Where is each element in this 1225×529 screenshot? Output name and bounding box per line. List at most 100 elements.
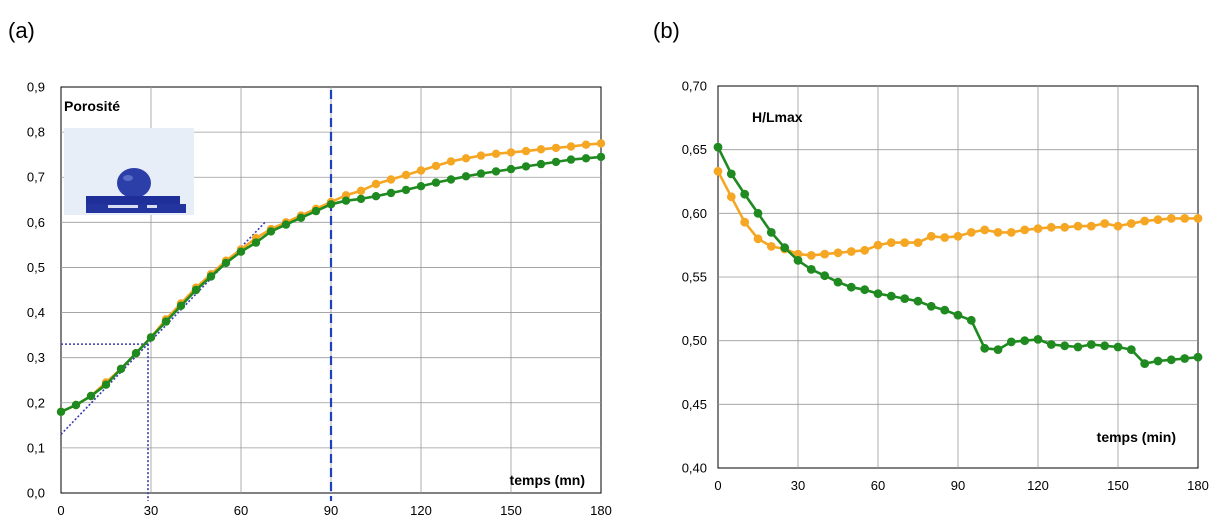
chart-porosite: (a) 0,0 0,1 0,2 0,3 0,4 0,5 0,6 0,7 0,8 0,9 0 30 60… [8, 18, 612, 518]
x-tick-label: 60 [234, 503, 248, 518]
data-point-green [1153, 356, 1163, 366]
x-tick-label: 0 [57, 503, 64, 518]
data-point-orange [476, 151, 486, 160]
data-point-green [296, 213, 306, 222]
data-point-green [176, 301, 186, 310]
y-axis-ticks-b: 0,40 0,45 0,50 0,55 0,60 0,65 0,70 [682, 79, 707, 476]
data-point-orange [431, 161, 441, 171]
data-point-orange [873, 240, 883, 250]
series-group-a [56, 139, 606, 416]
data-point-orange [953, 231, 963, 241]
y-tick-label: 0,3 [27, 350, 45, 365]
chart-h-lmax: (b) 0,40 0,45 0,50 0,55 0,60 0,65 0,70 0 30 60 90… [653, 18, 1209, 493]
x-tick-label: 60 [871, 478, 885, 493]
data-point-green [551, 157, 561, 167]
x-axis-label-a: temps (mn) [510, 472, 585, 488]
data-point-green [860, 285, 870, 295]
data-point-green [416, 182, 426, 191]
data-point-green [926, 301, 936, 311]
x-tick-label: 120 [1027, 478, 1049, 493]
data-point-green [1033, 335, 1043, 344]
y-axis-ticks-a: 0,0 0,1 0,2 0,3 0,4 0,5 0,6 0,7 0,8 0,9 [27, 80, 45, 501]
data-point-green [56, 407, 66, 416]
data-point-green [940, 305, 950, 315]
data-point-green [1060, 341, 1070, 351]
data-point-orange [356, 186, 366, 195]
data-point-green [1166, 355, 1176, 365]
data-point-green [846, 282, 856, 292]
data-point-green [1046, 340, 1056, 349]
data-point-green [1086, 340, 1096, 349]
data-point-orange [416, 166, 426, 175]
data-point-orange [753, 234, 763, 244]
data-point-green [206, 272, 216, 281]
data-point-green [506, 164, 516, 174]
data-point-green [536, 159, 546, 169]
data-point-green [780, 243, 790, 253]
data-point-orange [446, 157, 456, 166]
y-tick-label: 0,70 [682, 79, 707, 94]
data-point-orange [1073, 221, 1083, 231]
data-point-green [953, 310, 963, 320]
panel-label-a: (a) [8, 18, 35, 43]
gridlines-b [718, 86, 1198, 468]
x-axis-label-b: temps (min) [1097, 429, 1176, 445]
y-tick-label: 0,40 [682, 461, 707, 476]
y-tick-label: 0,6 [27, 215, 45, 230]
data-point-green [311, 206, 321, 216]
data-point-orange [806, 251, 816, 260]
data-point-green [221, 258, 231, 268]
y-tick-label: 0,2 [27, 395, 45, 410]
data-point-green [913, 296, 923, 306]
data-point-orange [581, 140, 591, 149]
data-point-orange [536, 145, 546, 154]
data-point-orange [886, 238, 896, 248]
data-point-green [713, 142, 723, 152]
data-point-orange [926, 231, 936, 241]
x-tick-label: 90 [951, 478, 965, 493]
data-point-orange [401, 170, 411, 180]
data-point-green [101, 380, 111, 389]
data-point-green [886, 291, 896, 301]
data-point-orange [461, 154, 471, 163]
data-point-orange [966, 228, 976, 237]
data-point-green [753, 208, 763, 218]
x-tick-label: 90 [324, 503, 338, 518]
data-point-green [401, 185, 411, 195]
data-point-green [1140, 359, 1150, 368]
data-point-green [766, 228, 776, 237]
series-group-b [713, 142, 1203, 368]
data-point-green [740, 189, 750, 199]
data-point-green [146, 333, 156, 342]
data-point-green [266, 227, 276, 236]
data-point-orange [1113, 221, 1123, 231]
data-point-green [566, 155, 576, 164]
y-tick-label: 0,8 [27, 125, 45, 140]
data-point-orange [980, 225, 990, 235]
data-point-green [386, 188, 396, 198]
data-point-orange [793, 249, 803, 259]
data-point-orange [913, 238, 923, 248]
x-axis-ticks-b: 0 30 60 90 120 150 180 [714, 478, 1208, 493]
x-axis-ticks-a: 0 30 60 90 120 150 180 [57, 503, 611, 518]
y-tick-label: 0,55 [682, 270, 707, 285]
data-point-orange [1060, 222, 1070, 232]
x-tick-label: 150 [1107, 478, 1129, 493]
data-point-green [476, 169, 486, 178]
data-point-green [371, 192, 381, 201]
data-point-green [1100, 341, 1110, 351]
data-point-green [191, 285, 201, 295]
droplet-inset-image [64, 128, 194, 215]
y-tick-label: 0,50 [682, 333, 707, 348]
data-point-green [116, 364, 126, 374]
data-point-green [1073, 342, 1083, 352]
y-tick-label: 0,1 [27, 440, 45, 455]
data-point-green [446, 175, 456, 184]
data-point-green [993, 345, 1003, 354]
data-point-orange [1046, 222, 1056, 232]
y-tick-label: 0,4 [27, 305, 45, 320]
data-point-green [1193, 352, 1203, 362]
data-point-green [281, 220, 291, 229]
y-tick-label: 0,9 [27, 80, 45, 95]
